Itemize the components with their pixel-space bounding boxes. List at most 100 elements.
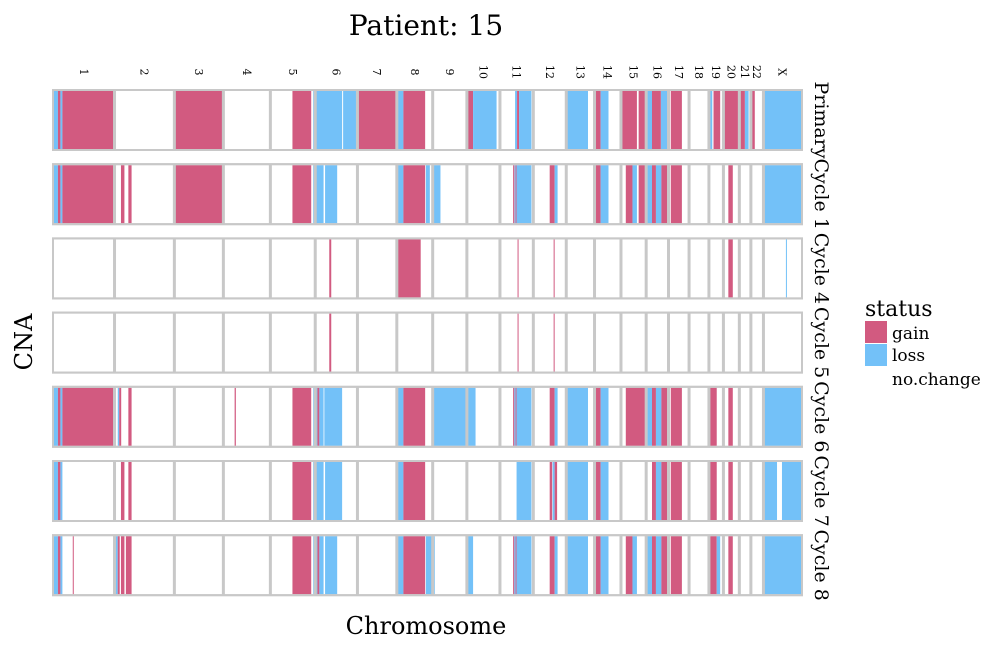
segment-loss bbox=[117, 387, 120, 446]
chromosome-label-18: 18 bbox=[692, 65, 705, 79]
segment-gain bbox=[57, 536, 61, 595]
segment-gain bbox=[594, 387, 601, 446]
segment-loss bbox=[632, 536, 637, 595]
segment-gain bbox=[62, 387, 115, 446]
chromosome-labels: 1 2 3 4 5 6 7 8 9 10 11 12 13 14 15 16 17 18 19 20 21 22 X bbox=[77, 65, 789, 79]
segment-loss bbox=[764, 536, 802, 595]
segment-gain bbox=[553, 239, 555, 298]
segment-loss bbox=[632, 165, 637, 224]
segment-gain bbox=[120, 536, 125, 595]
panel-cycle-5 bbox=[52, 311, 803, 374]
segment-loss bbox=[396, 165, 404, 224]
panel-label-cycle-7: Cycle 7 bbox=[810, 455, 832, 526]
segment-loss bbox=[519, 91, 532, 149]
chromosome-label-X: X bbox=[776, 68, 789, 76]
segment-loss bbox=[396, 462, 404, 520]
segment-gain bbox=[670, 91, 682, 149]
chromosome-label-20: 20 bbox=[724, 65, 737, 79]
chromosome-label-14: 14 bbox=[601, 65, 614, 79]
legend-swatch-gain bbox=[865, 321, 887, 343]
chromosome-label-10: 10 bbox=[476, 65, 489, 79]
segment-gain bbox=[466, 91, 474, 149]
segment-gain bbox=[728, 387, 733, 446]
segment-gain bbox=[292, 387, 312, 446]
segment-gain bbox=[625, 387, 647, 446]
segment-gain bbox=[549, 387, 555, 446]
segment-gain bbox=[708, 387, 717, 446]
segment-gain bbox=[661, 165, 669, 224]
segment-loss bbox=[646, 387, 652, 446]
segment-loss bbox=[600, 387, 609, 446]
segment-gain bbox=[728, 536, 733, 595]
chromosome-label-8: 8 bbox=[408, 69, 421, 76]
segment-loss bbox=[516, 462, 532, 520]
segment-gain bbox=[517, 91, 520, 149]
segment-loss bbox=[60, 387, 63, 446]
segment-loss bbox=[53, 165, 58, 224]
segment-loss bbox=[53, 387, 58, 446]
segment-gain bbox=[125, 536, 132, 595]
x-axis-label: Chromosome bbox=[346, 612, 507, 640]
segment-gain bbox=[739, 91, 745, 149]
chromosome-label-6: 6 bbox=[329, 69, 342, 76]
segment-loss bbox=[660, 91, 669, 149]
chromosome-label-12: 12 bbox=[543, 65, 556, 79]
segment-gain bbox=[651, 462, 656, 520]
segment-gain bbox=[713, 91, 721, 149]
segment-loss bbox=[432, 387, 467, 446]
segment-gain bbox=[708, 536, 717, 595]
segment-gain bbox=[661, 462, 669, 520]
panel-border bbox=[52, 385, 803, 448]
panel-border bbox=[52, 460, 803, 522]
segment-loss bbox=[764, 91, 802, 149]
segment-gain bbox=[750, 91, 755, 149]
segment-gain bbox=[57, 165, 61, 224]
segment-gain bbox=[554, 462, 558, 520]
chromosome-label-17: 17 bbox=[672, 65, 685, 79]
segment-gain bbox=[292, 91, 312, 149]
segment-gain bbox=[723, 91, 740, 149]
segment-gain bbox=[403, 91, 426, 149]
segment-gain bbox=[57, 462, 61, 520]
segment-loss bbox=[432, 165, 441, 224]
segment-loss bbox=[566, 536, 588, 595]
segment-gain bbox=[594, 165, 601, 224]
panels bbox=[52, 89, 803, 597]
panel-cycle-1 bbox=[52, 163, 803, 226]
segment-loss bbox=[566, 462, 588, 520]
segment-gain bbox=[403, 165, 426, 224]
segment-gain bbox=[728, 165, 733, 224]
segment-gain bbox=[128, 462, 132, 520]
segment-loss bbox=[554, 536, 558, 595]
panel-cycle-7 bbox=[52, 460, 803, 522]
segment-gain bbox=[620, 91, 637, 149]
segment-gain bbox=[638, 165, 647, 224]
legend: status gain loss no.change bbox=[865, 297, 981, 390]
segment-loss bbox=[466, 387, 476, 446]
segment-gain bbox=[517, 239, 519, 298]
segment-gain bbox=[513, 387, 515, 446]
segment-loss bbox=[516, 387, 532, 446]
segment-loss bbox=[53, 462, 58, 520]
segment-loss bbox=[516, 536, 532, 595]
panel-label-cycle-8: Cycle 8 bbox=[810, 530, 832, 601]
segment-loss bbox=[655, 387, 662, 446]
segment-gain bbox=[651, 536, 656, 595]
segment-loss bbox=[552, 462, 555, 520]
segment-loss bbox=[396, 536, 404, 595]
panel-border bbox=[52, 237, 803, 300]
segment-loss bbox=[53, 91, 58, 149]
segment-gain bbox=[728, 462, 733, 520]
segment-loss bbox=[716, 536, 721, 595]
segment-loss bbox=[315, 462, 324, 520]
segment-loss bbox=[324, 387, 343, 446]
segment-gain bbox=[661, 387, 669, 446]
segment-loss bbox=[764, 387, 802, 446]
segment-gain bbox=[670, 462, 682, 520]
legend-label-loss: loss bbox=[892, 346, 925, 366]
segment-loss bbox=[655, 462, 662, 520]
segment-loss bbox=[325, 165, 338, 224]
panel-border bbox=[52, 89, 803, 151]
segment-gain bbox=[120, 165, 125, 224]
chromosome-label-9: 9 bbox=[443, 69, 456, 76]
